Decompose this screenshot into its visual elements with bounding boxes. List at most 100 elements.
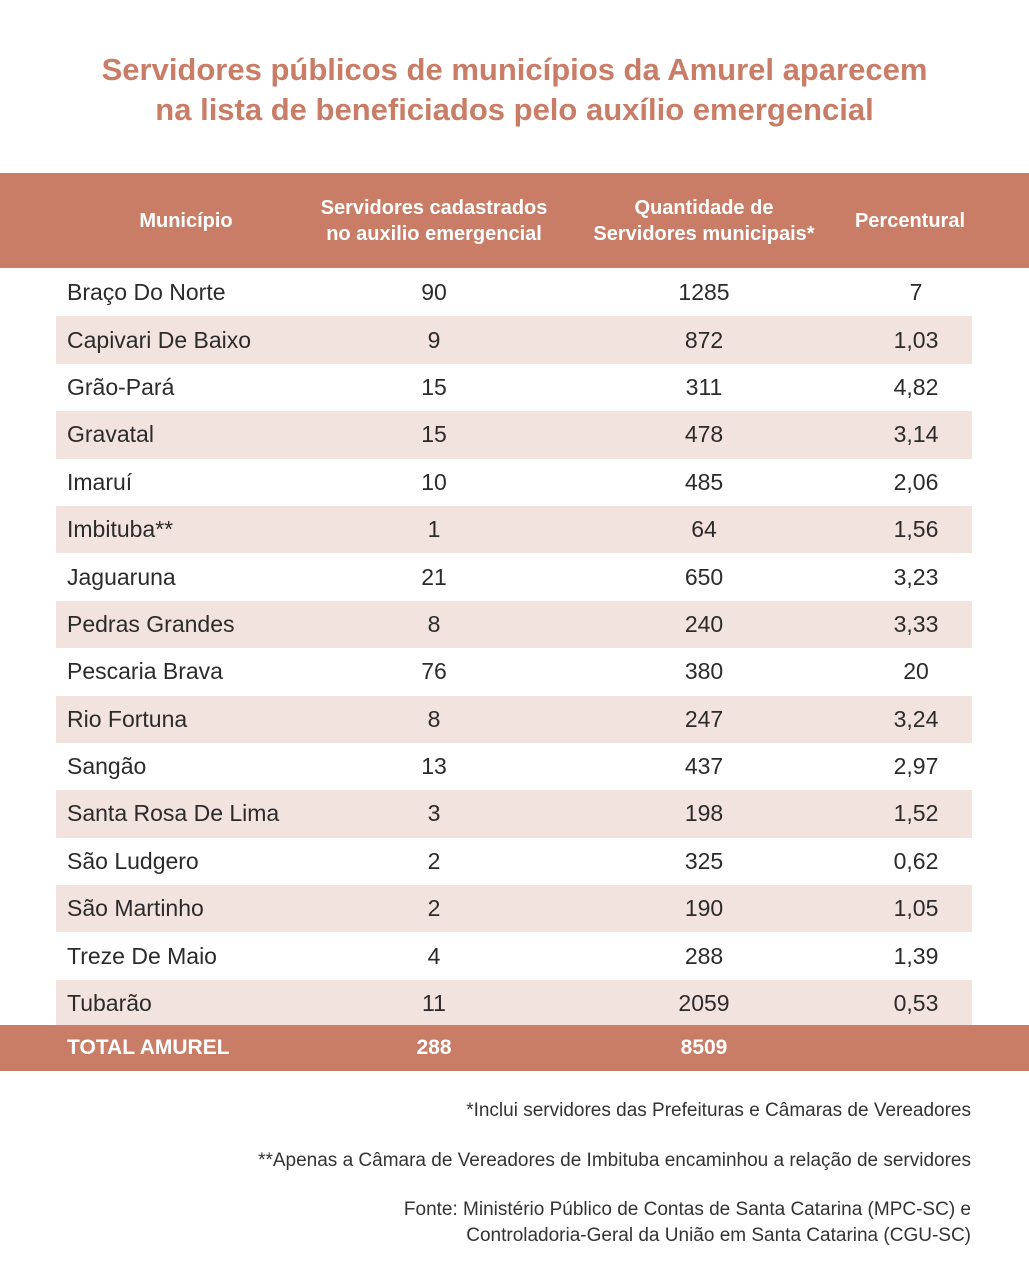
cell-percentual: 2,97 — [893, 753, 939, 780]
cell-municipio: Grão-Pará — [67, 373, 175, 400]
cell-cadastrados: 11 — [422, 990, 446, 1017]
total-label: TOTAL AMUREL — [67, 1036, 230, 1059]
header-percentual-label: Percentural — [854, 209, 966, 232]
cell-cadastrados: 15 — [421, 373, 447, 400]
header-quantidade-line-1: Quantidade de — [634, 196, 774, 219]
table-row: Sangão 13 437 2,97 — [56, 743, 972, 790]
footnote-inclui: *Inclui servidores das Prefeituras e Câm… — [466, 1100, 971, 1121]
table-row: Pescaria Brava 76 380 20 — [56, 648, 972, 695]
cell-cadastrados: 21 — [421, 563, 447, 590]
footnote-imbituba: **Apenas a Câmara de Vereadores de Imbit… — [258, 1150, 971, 1171]
table-header: Município Servidores cadastrados no auxi… — [0, 173, 1029, 268]
cell-quantidade: 64 — [691, 516, 717, 543]
cell-quantidade: 240 — [684, 610, 724, 637]
cell-municipio: Capivari De Baixo — [67, 326, 252, 353]
cell-quantidade: 485 — [684, 468, 724, 495]
cell-quantidade: 2059 — [678, 990, 730, 1017]
cell-municipio: São Ludgero — [67, 847, 199, 874]
cell-municipio: Sangão — [67, 753, 147, 780]
title-line-2: na lista de beneficiados pelo auxílio em… — [155, 92, 874, 127]
cell-quantidade: 311 — [685, 373, 723, 400]
cell-percentual: 4,82 — [893, 373, 939, 400]
cell-municipio: Rio Fortuna — [67, 705, 188, 732]
header-cadastrados-line-2: no auxilio emergencial — [326, 222, 542, 245]
table-row: Rio Fortuna 8 247 3,24 — [56, 695, 972, 743]
cell-percentual: 3,24 — [893, 705, 939, 732]
header-cadastrados-line-1: Servidores cadastrados — [320, 196, 548, 219]
header-percentual: Percentural — [840, 173, 980, 268]
cell-percentual: 1,03 — [893, 326, 939, 353]
cell-percentual: 0,62 — [893, 847, 939, 874]
cell-municipio: Tubarão — [67, 990, 152, 1017]
cell-cadastrados: 8 — [427, 705, 441, 732]
total-row: TOTAL AMUREL 288 8509 — [0, 1025, 1029, 1071]
cell-percentual: 3,33 — [893, 610, 939, 637]
cell-percentual: 1,05 — [893, 895, 939, 922]
cell-quantidade: 478 — [684, 421, 724, 448]
header-municipio: Município — [56, 173, 316, 268]
cell-cadastrados: 1 — [427, 516, 441, 543]
cell-cadastrados: 15 — [421, 421, 447, 448]
cell-percentual: 1,56 — [893, 516, 939, 543]
cell-percentual: 3,23 — [893, 563, 939, 590]
cell-municipio: Gravatal — [67, 421, 154, 448]
cell-quantidade: 872 — [684, 326, 724, 353]
cell-quantidade: 437 — [684, 753, 724, 780]
header-quantidade-line-2: Servidores municipais* — [593, 222, 815, 245]
cell-quantidade: 1285 — [678, 279, 730, 306]
cell-quantidade: 650 — [684, 563, 724, 590]
cell-cadastrados: 9 — [427, 326, 441, 353]
cell-cadastrados: 90 — [421, 279, 447, 306]
cell-quantidade: 325 — [684, 847, 724, 874]
cell-cadastrados: 3 — [427, 800, 441, 827]
table-row: Braço Do Norte 90 1285 7 — [56, 269, 972, 316]
cell-municipio: Pedras Grandes — [67, 610, 235, 637]
cell-municipio: São Martinho — [67, 895, 204, 922]
cell-municipio: Pescaria Brava — [67, 658, 223, 685]
cell-percentual: 7 — [909, 279, 923, 306]
cell-municipio: Imbituba** — [67, 516, 174, 543]
table-row: Imaruí 10 485 2,06 — [56, 459, 972, 506]
table-row: Capivari De Baixo 9 872 1,03 — [56, 316, 972, 364]
cell-quantidade: 190 — [684, 895, 724, 922]
cell-quantidade: 288 — [684, 942, 724, 969]
table-row: Jaguaruna 21 650 3,23 — [56, 553, 972, 600]
table-row: Tubarão 11 2059 0,53 — [56, 979, 972, 1028]
table-row: Pedras Grandes 8 240 3,33 — [56, 600, 972, 649]
cell-cadastrados: 4 — [427, 942, 441, 969]
table-body: Braço Do Norte 90 1285 7 Capivari De Bai… — [56, 269, 972, 1028]
total-cadastrados: 288 — [416, 1036, 452, 1059]
cell-municipio: Imaruí — [67, 468, 133, 495]
cell-percentual: 1,39 — [893, 942, 939, 969]
cell-municipio: Treze De Maio — [67, 942, 217, 969]
cell-quantidade: 247 — [684, 705, 724, 732]
source-line-1: Fonte: Ministério Público de Contas de S… — [403, 1199, 971, 1220]
table-row: Gravatal 15 478 3,14 — [56, 411, 972, 459]
source-note: Fonte: Ministério Público de Contas de S… — [404, 1197, 971, 1249]
total-quantidade: 8509 — [680, 1036, 728, 1059]
cell-cadastrados: 13 — [421, 753, 447, 780]
page-title: Servidores públicos de municípios da Amu… — [0, 50, 1029, 130]
header-servidores-cadastrados: Servidores cadastrados no auxilio emerge… — [300, 173, 568, 268]
cell-cadastrados: 8 — [427, 610, 441, 637]
table-row: Treze De Maio 4 288 1,39 — [56, 932, 972, 979]
cell-percentual: 0,53 — [893, 990, 939, 1017]
cell-cadastrados: 2 — [427, 847, 441, 874]
cell-cadastrados: 76 — [421, 658, 447, 685]
cell-percentual: 3,14 — [893, 421, 939, 448]
cell-quantidade: 198 — [684, 800, 724, 827]
table-row: Santa Rosa De Lima 3 198 1,52 — [56, 790, 972, 838]
cell-municipio: Jaguaruna — [67, 563, 176, 590]
title-line-1: Servidores públicos de municípios da Amu… — [101, 52, 928, 87]
cell-quantidade: 380 — [684, 658, 724, 685]
table-row: São Ludgero 2 325 0,62 — [56, 838, 972, 885]
cell-percentual: 20 — [903, 658, 929, 685]
cell-cadastrados: 10 — [421, 468, 447, 495]
table-row: Grão-Pará 15 311 4,82 — [56, 364, 972, 411]
cell-percentual: 1,52 — [893, 800, 939, 827]
cell-municipio: Santa Rosa De Lima — [67, 800, 280, 827]
cell-percentual: 2,06 — [893, 468, 939, 495]
table-row: São Martinho 2 190 1,05 — [56, 885, 972, 933]
cell-cadastrados: 2 — [427, 895, 441, 922]
